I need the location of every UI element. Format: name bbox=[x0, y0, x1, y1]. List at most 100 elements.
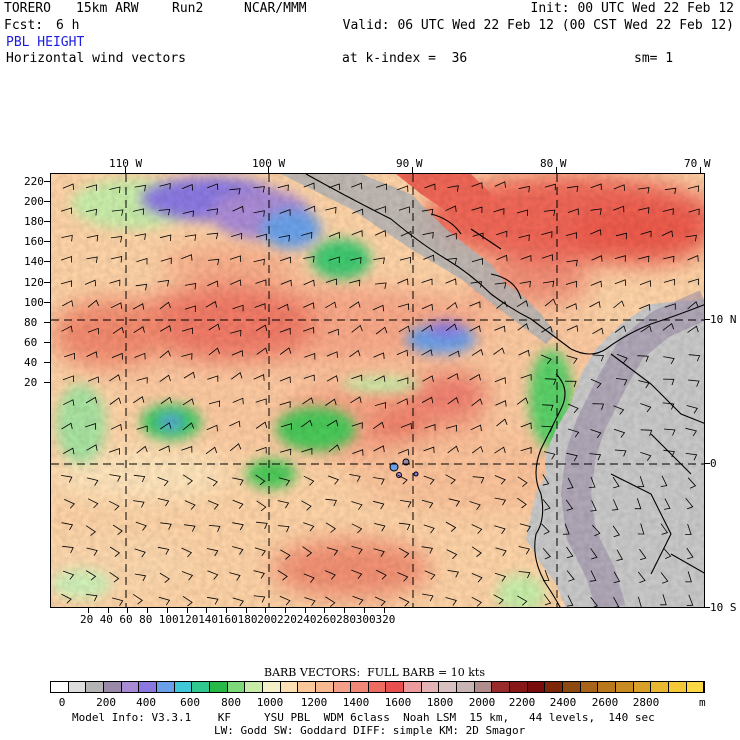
wind-barb bbox=[255, 233, 268, 241]
wind-barb bbox=[87, 477, 99, 486]
wind-barb bbox=[590, 280, 602, 288]
wind-barb bbox=[229, 572, 241, 581]
color-bar-label: 2600 bbox=[591, 696, 619, 709]
color-bar-swatch bbox=[121, 682, 140, 692]
tick-mark bbox=[705, 607, 710, 608]
color-bar-swatch bbox=[209, 682, 228, 692]
wind-barb bbox=[424, 570, 436, 580]
wind-barb bbox=[303, 573, 315, 583]
bottom-x-label: 320 bbox=[375, 613, 396, 626]
wind-barb bbox=[325, 278, 337, 286]
wind-barb bbox=[543, 209, 556, 217]
wind-barb bbox=[157, 477, 169, 487]
wind-barb bbox=[445, 257, 458, 265]
wind-barb bbox=[660, 594, 667, 606]
wind-barb bbox=[157, 279, 170, 287]
wind-barb bbox=[184, 524, 196, 532]
wind-barb bbox=[61, 422, 73, 430]
color-bar-swatch bbox=[527, 682, 546, 692]
wind-barb bbox=[660, 523, 669, 535]
wind-barb bbox=[494, 572, 507, 582]
wind-barb bbox=[132, 396, 145, 404]
wind-barb bbox=[688, 208, 700, 216]
valid-time: Valid: 06 UTC Wed 22 Feb 12 (00 CST Wed … bbox=[342, 18, 734, 33]
wind-barb bbox=[469, 373, 481, 381]
wind-barb bbox=[277, 303, 289, 311]
wind-barb bbox=[517, 476, 528, 487]
wind-barb bbox=[663, 278, 675, 286]
wind-barb bbox=[614, 279, 626, 286]
wind-barb bbox=[422, 375, 434, 382]
wind-barb bbox=[544, 298, 557, 307]
latlon-grid bbox=[51, 174, 704, 607]
wind-barb bbox=[520, 422, 532, 430]
wind-barb bbox=[136, 425, 148, 432]
wind-barb bbox=[232, 205, 244, 213]
wind-barb bbox=[613, 184, 625, 191]
wind-barb bbox=[544, 451, 556, 460]
pbl-height-map[interactable] bbox=[50, 173, 705, 608]
wind-barb bbox=[469, 325, 481, 332]
wind-barb bbox=[662, 208, 674, 215]
color-bar-swatch bbox=[510, 682, 528, 692]
wind-barb bbox=[111, 209, 124, 216]
overlay-label: Horizontal wind vectors bbox=[6, 51, 187, 66]
wind-barb bbox=[542, 548, 551, 560]
wind-barb bbox=[614, 325, 627, 333]
wind-barb bbox=[493, 347, 505, 355]
wind-barb bbox=[613, 596, 620, 607]
run-label: Run2 bbox=[172, 1, 204, 16]
wind-barb bbox=[493, 208, 505, 215]
wind-barb bbox=[256, 500, 267, 512]
wind-barb bbox=[303, 182, 315, 190]
wind-barb bbox=[277, 500, 290, 509]
wind-barb bbox=[635, 596, 642, 607]
tick-mark bbox=[44, 301, 50, 303]
wind-barb bbox=[688, 354, 701, 362]
wind-barb bbox=[279, 595, 291, 606]
wind-barb bbox=[86, 444, 98, 451]
top-lon-label: 110 W bbox=[109, 157, 143, 170]
wind-barb bbox=[301, 231, 313, 239]
wind-barb bbox=[398, 206, 410, 213]
wind-barb bbox=[278, 235, 291, 242]
wind-barb bbox=[280, 549, 291, 560]
wind-barb bbox=[352, 449, 364, 456]
color-bar-label: 800 bbox=[221, 696, 241, 709]
wind-barb bbox=[663, 449, 675, 458]
wind-barb bbox=[375, 183, 387, 190]
wind-barb bbox=[423, 254, 435, 262]
wind-barb bbox=[372, 421, 385, 430]
wind-barb bbox=[184, 234, 197, 241]
wind-barb bbox=[301, 500, 312, 511]
wind-barb bbox=[448, 498, 461, 507]
wind-barb bbox=[469, 501, 481, 510]
model-info: Model Info: V3.3.1 KF YSU PBL WDM 6class… bbox=[72, 711, 655, 724]
wind-barb bbox=[61, 234, 73, 242]
tick-mark bbox=[125, 167, 126, 173]
wind-barb bbox=[157, 498, 170, 507]
tick-mark bbox=[107, 608, 109, 613]
wind-barb bbox=[303, 475, 315, 486]
field-title: PBL HEIGHT bbox=[6, 35, 85, 50]
wind-barb bbox=[662, 323, 675, 331]
kindex-label: at k-index = 36 bbox=[342, 51, 468, 66]
wind-barb bbox=[664, 187, 677, 195]
wind-barb bbox=[108, 448, 120, 455]
wind-barb bbox=[64, 352, 75, 360]
wind-barb bbox=[518, 571, 531, 579]
wind-barb bbox=[84, 279, 97, 287]
wind-barb bbox=[110, 423, 122, 431]
color-bar-swatch bbox=[156, 682, 175, 692]
wind-barb bbox=[590, 429, 602, 439]
wind-barb bbox=[373, 500, 385, 510]
wind-barb bbox=[422, 231, 434, 239]
wind-barb bbox=[566, 259, 578, 267]
wind-barb bbox=[517, 323, 529, 331]
wind-barb bbox=[133, 474, 146, 483]
tick-mark bbox=[412, 167, 413, 173]
bottom-x-label: 280 bbox=[336, 613, 356, 626]
wind-barb bbox=[566, 185, 579, 193]
left-y-label: 100 bbox=[24, 295, 44, 309]
tick-mark bbox=[88, 608, 89, 613]
